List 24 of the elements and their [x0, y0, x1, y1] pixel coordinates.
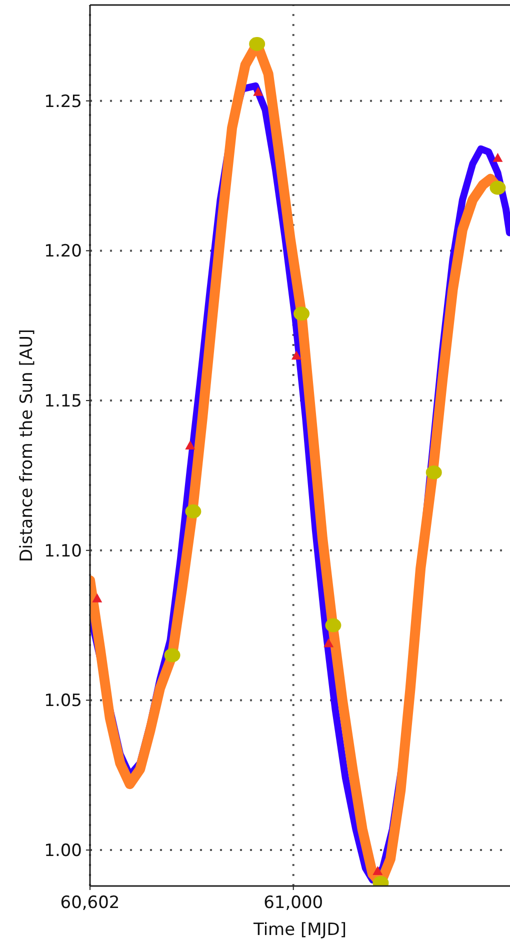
y-tick-label: 1.15 — [44, 392, 82, 412]
y-tick-label: 1.10 — [44, 541, 82, 562]
point — [253, 86, 264, 96]
point — [492, 152, 503, 162]
point — [490, 180, 506, 195]
point — [426, 465, 442, 480]
x-axis-title: Time [MJD] — [252, 920, 347, 940]
point — [324, 638, 334, 648]
point — [372, 866, 383, 876]
point — [325, 618, 342, 632]
point — [291, 350, 302, 360]
y-tick-label: 1.25 — [44, 92, 82, 112]
point — [92, 593, 102, 602]
x-tick-label: 60,602 — [60, 893, 120, 913]
y-axis-title: Distance from the Sun [AU] — [17, 328, 37, 562]
y-tick-label: 1.00 — [44, 840, 82, 861]
point — [164, 648, 180, 662]
point — [249, 36, 266, 51]
point — [185, 504, 202, 518]
y-tick-label: 1.05 — [44, 691, 82, 712]
x-tick-label: 61,000 — [264, 893, 324, 913]
point — [294, 306, 310, 321]
y-tick-label: 1.20 — [44, 242, 82, 262]
point — [185, 440, 196, 450]
